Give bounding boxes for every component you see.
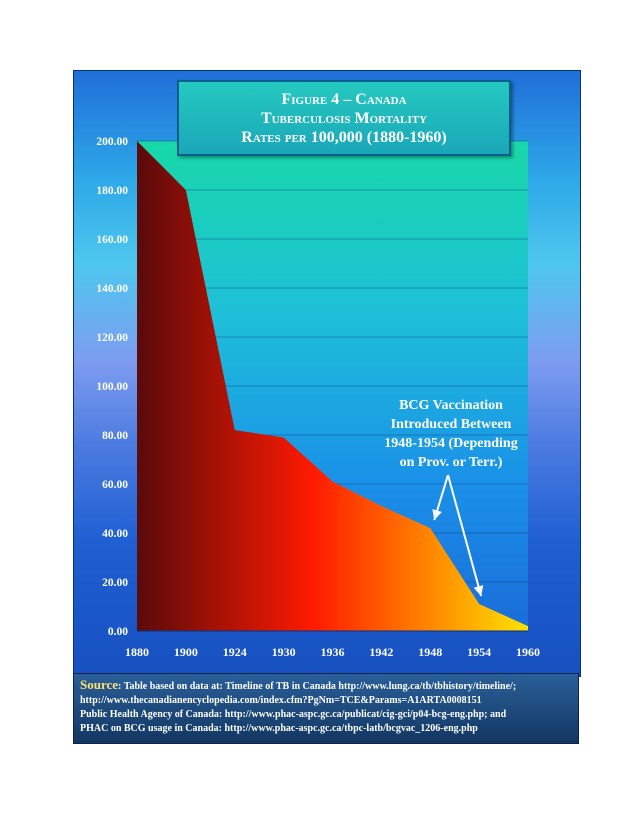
x-tick-label: 1954 (467, 645, 491, 659)
annotation-line: on Prov. or Terr.) (399, 455, 503, 470)
annotation-arrowhead (473, 585, 484, 597)
y-tick-label: 60.00 (102, 479, 128, 491)
annotation-line: 1948-1954 (Depending (384, 436, 518, 451)
annotation-arrowhead (432, 509, 442, 521)
chart-title: Figure 4 – Canada Tuberculosis Mortality… (177, 80, 511, 156)
x-tick-label: 1936 (321, 645, 345, 659)
source-box: Source: Table based on data at: Timeline… (73, 673, 579, 744)
x-tick-label: 1960 (516, 645, 540, 659)
title-line-3b: 100,000 (1880-1960) (310, 128, 447, 146)
annotation-arrow-line (447, 474, 483, 597)
x-tick-label: 1900 (174, 645, 198, 659)
title-line-3a: Rates per (241, 128, 307, 146)
y-tick-label: 100.00 (96, 381, 128, 393)
title-line-1: Figure 4 – Canada (281, 90, 407, 108)
x-tick-label: 1924 (223, 645, 247, 659)
source-label: Source (80, 678, 119, 692)
title-line-2: Tuberculosis Mortality (260, 109, 428, 127)
annotation-line: BCG Vaccination (399, 398, 503, 413)
x-tick-label: 1948 (418, 645, 442, 659)
source-line-3: Public Health Agency of Canada: http://w… (80, 709, 507, 720)
y-tick-label: 140.00 (96, 283, 128, 295)
y-tick-label: 160.00 (96, 234, 128, 246)
x-tick-label: 1930 (272, 645, 296, 659)
bcg-annotation: BCG Vaccination Introduced Between 1948-… (371, 396, 531, 472)
annotation-line: Introduced Between (390, 417, 512, 432)
source-text-1: : Table based on data at: Timeline of TB… (118, 681, 517, 692)
y-tick-label: 120.00 (96, 332, 128, 344)
y-tick-label: 40.00 (102, 528, 128, 540)
source-line-4: PHAC on BCG usage in Canada: http://www.… (80, 723, 478, 734)
source-line-2: http://www.thecanadianencyclopedia.com/i… (80, 695, 482, 706)
y-tick-label: 180.00 (96, 185, 128, 197)
y-tick-label: 80.00 (102, 430, 128, 442)
title-line-3: Rates per 100,000 (1880-1960) (241, 128, 446, 147)
y-tick-label: 200.00 (96, 136, 128, 148)
x-tick-label: 1880 (125, 645, 149, 659)
y-tick-label: 0.00 (108, 626, 128, 638)
source-line-1: Source: Table based on data at: Timeline… (80, 678, 572, 694)
x-tick-label: 1942 (369, 645, 393, 659)
mortality-area-series (137, 141, 528, 631)
y-tick-label: 20.00 (102, 577, 128, 589)
